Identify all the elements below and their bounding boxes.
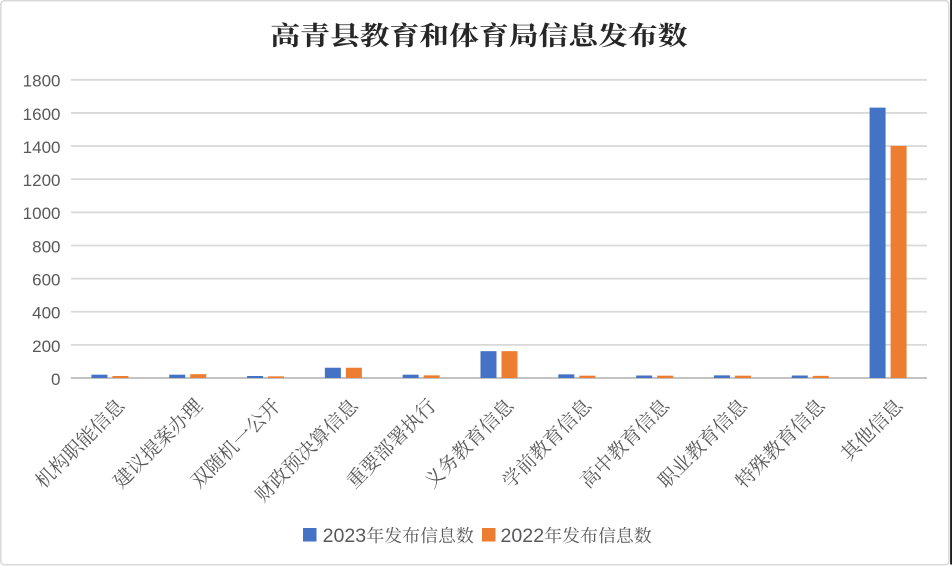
svg-text:200: 200 <box>32 337 60 356</box>
svg-text:0: 0 <box>51 370 60 389</box>
svg-text:600: 600 <box>32 271 60 290</box>
svg-text:2022: 2022 <box>501 525 545 547</box>
svg-text:1400: 1400 <box>23 138 61 157</box>
svg-text:400: 400 <box>32 304 60 323</box>
svg-text:1200: 1200 <box>23 171 61 190</box>
svg-text:1800: 1800 <box>23 72 61 91</box>
svg-text:1600: 1600 <box>23 105 61 124</box>
svg-text:1000: 1000 <box>23 204 61 223</box>
svg-text:800: 800 <box>32 237 60 256</box>
svg-text:2023: 2023 <box>323 525 367 547</box>
